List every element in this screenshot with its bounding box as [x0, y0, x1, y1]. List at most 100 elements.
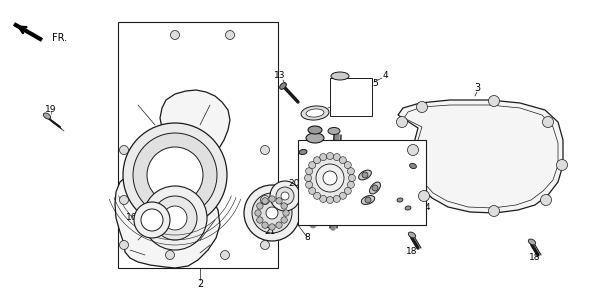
Circle shape [362, 172, 368, 178]
Circle shape [255, 210, 261, 216]
Text: 12: 12 [428, 153, 438, 162]
Circle shape [489, 95, 500, 107]
Text: 20: 20 [289, 178, 300, 188]
Circle shape [133, 133, 217, 217]
Polygon shape [398, 100, 563, 213]
Ellipse shape [301, 106, 329, 120]
Circle shape [221, 250, 230, 259]
Text: 9: 9 [411, 182, 415, 191]
Text: 14: 14 [419, 203, 430, 213]
Circle shape [281, 192, 289, 200]
Circle shape [417, 101, 428, 113]
Bar [330, 78, 372, 116]
Circle shape [556, 160, 568, 170]
Ellipse shape [280, 83, 286, 89]
Circle shape [141, 209, 163, 231]
Circle shape [313, 157, 320, 164]
Circle shape [396, 116, 408, 128]
Text: 5: 5 [372, 79, 378, 88]
Circle shape [281, 217, 287, 223]
Ellipse shape [331, 72, 349, 80]
Circle shape [323, 171, 337, 185]
Ellipse shape [359, 170, 371, 180]
Circle shape [408, 144, 418, 156]
Text: 2: 2 [197, 279, 203, 289]
Circle shape [153, 196, 197, 240]
Circle shape [348, 168, 355, 175]
Circle shape [269, 224, 275, 230]
Circle shape [120, 196, 129, 204]
Circle shape [306, 181, 313, 188]
Circle shape [163, 206, 187, 230]
Circle shape [348, 181, 355, 188]
Circle shape [120, 240, 129, 250]
Circle shape [276, 222, 282, 228]
Text: 4: 4 [382, 70, 388, 79]
Circle shape [252, 193, 292, 233]
Ellipse shape [528, 239, 536, 245]
Circle shape [134, 202, 170, 238]
Circle shape [166, 250, 175, 259]
Circle shape [123, 123, 227, 227]
Ellipse shape [361, 196, 375, 204]
Circle shape [270, 181, 300, 211]
Bar [118, 22, 278, 268]
Circle shape [349, 175, 356, 182]
Text: 8: 8 [304, 232, 310, 241]
Text: 16: 16 [126, 213, 137, 222]
Ellipse shape [369, 182, 381, 194]
Text: 10: 10 [335, 216, 345, 225]
Circle shape [306, 168, 313, 175]
Text: 13: 13 [274, 70, 286, 79]
Circle shape [365, 197, 371, 203]
Circle shape [225, 30, 234, 39]
Circle shape [147, 147, 203, 203]
Circle shape [326, 197, 333, 203]
Circle shape [276, 187, 294, 205]
Text: 7: 7 [339, 98, 345, 107]
Text: 18: 18 [529, 253, 541, 262]
Circle shape [257, 203, 263, 209]
Circle shape [281, 203, 287, 209]
Circle shape [262, 222, 268, 228]
Circle shape [542, 116, 553, 128]
Text: 11: 11 [360, 147, 371, 157]
Ellipse shape [397, 198, 403, 202]
Circle shape [269, 196, 275, 202]
Circle shape [304, 175, 312, 182]
Circle shape [320, 195, 327, 203]
Circle shape [120, 145, 129, 154]
Bar [298, 140, 426, 225]
Text: 9: 9 [411, 167, 415, 176]
Circle shape [333, 195, 340, 203]
Circle shape [489, 206, 500, 216]
Polygon shape [115, 90, 230, 268]
Text: FR.: FR. [52, 33, 67, 43]
Circle shape [143, 186, 207, 250]
Text: 19: 19 [45, 105, 57, 114]
Text: 15: 15 [415, 193, 425, 201]
Circle shape [339, 192, 346, 199]
Ellipse shape [405, 206, 411, 210]
Circle shape [283, 210, 289, 216]
Ellipse shape [408, 232, 416, 238]
Circle shape [309, 162, 316, 169]
Ellipse shape [299, 149, 307, 154]
Ellipse shape [306, 133, 324, 143]
Text: 17: 17 [303, 141, 313, 150]
Text: 9: 9 [401, 196, 406, 204]
Circle shape [171, 30, 179, 39]
Circle shape [262, 198, 268, 204]
Circle shape [309, 188, 316, 194]
Circle shape [308, 156, 352, 200]
Circle shape [266, 207, 278, 219]
Circle shape [345, 162, 351, 169]
Circle shape [313, 192, 320, 199]
Ellipse shape [306, 109, 324, 117]
Circle shape [345, 188, 351, 194]
Circle shape [261, 145, 270, 154]
Ellipse shape [328, 128, 340, 135]
Circle shape [316, 164, 344, 192]
Circle shape [540, 194, 552, 206]
Circle shape [326, 153, 333, 160]
